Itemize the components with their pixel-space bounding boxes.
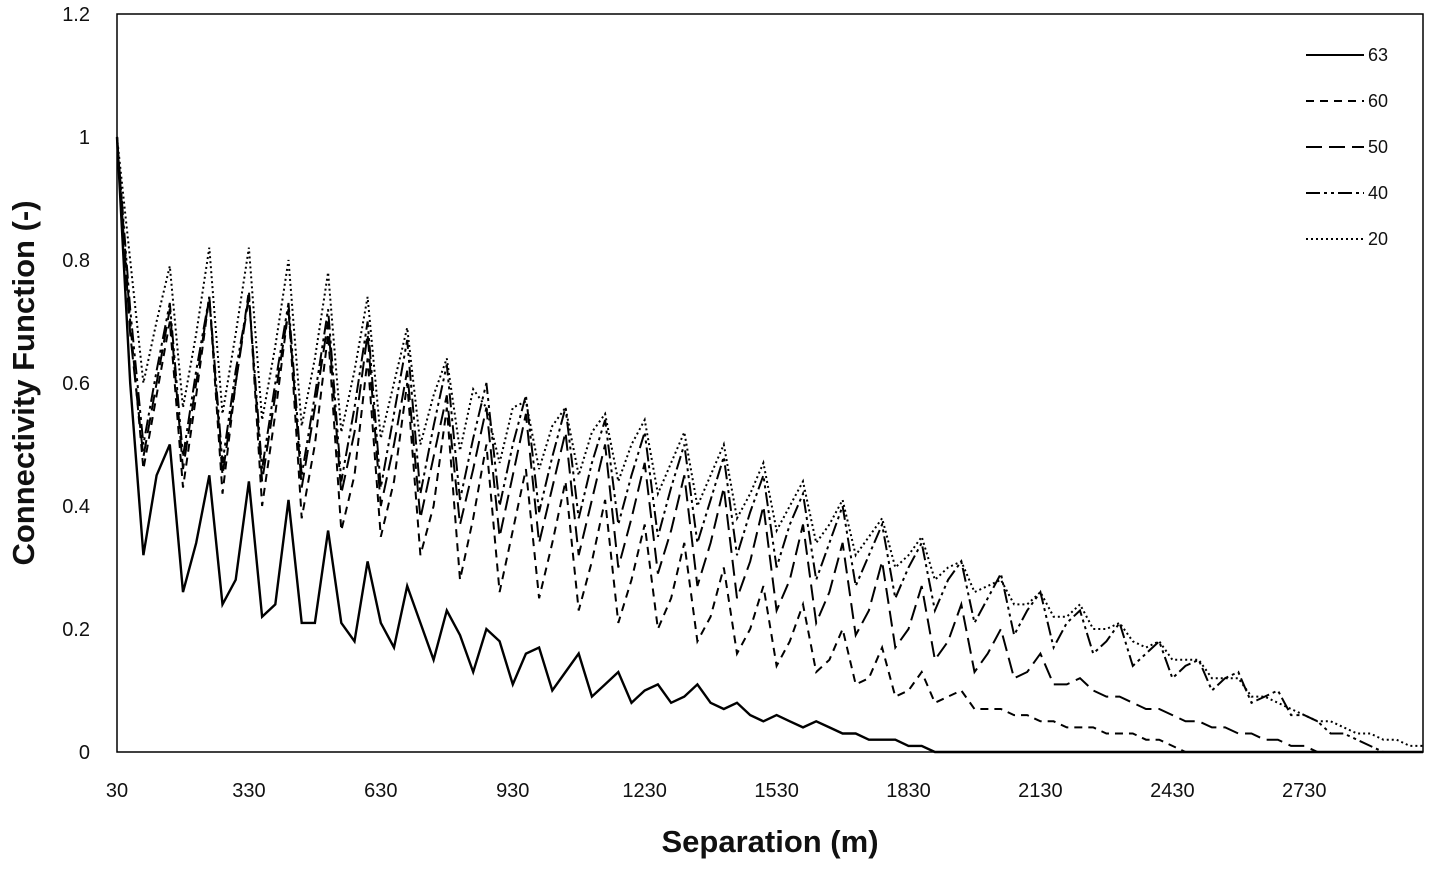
x-tick-label: 1230 (622, 780, 667, 802)
x-tick-label: 1830 (886, 780, 931, 802)
legend-label-50: 50 (1368, 137, 1388, 157)
series-line-40 (116, 136, 1423, 753)
x-tick-label: 1530 (754, 780, 799, 802)
y-tick-label: 0 (79, 742, 90, 764)
y-tick-label: 0.8 (62, 250, 90, 272)
series-line-50 (116, 136, 1423, 753)
x-tick-label: 2730 (1282, 780, 1327, 802)
series-line-20 (116, 136, 1423, 747)
series-lines (115, 136, 1423, 754)
x-tick-label: 630 (364, 780, 397, 802)
x-axis-title: Separation (m) (661, 824, 878, 859)
plot-area-frame (116, 13, 1424, 753)
legend-label-60: 60 (1368, 91, 1388, 111)
y-tick-label: 0.4 (62, 496, 90, 518)
legend: 63 60 50 40 20 (1306, 45, 1388, 249)
y-tick-label: 0.2 (62, 619, 90, 641)
y-tick-label: 0.6 (62, 373, 90, 395)
y-tick-label: 1.2 (62, 4, 90, 26)
y-tick-label: 1 (79, 127, 90, 149)
x-tick-label: 30 (106, 780, 128, 802)
x-tick-label: 2130 (1018, 780, 1063, 802)
x-tick-label: 2430 (1150, 780, 1195, 802)
x-axis-ticks: 30 330 630 930 1230 1530 1830 2130 2430 2730 (106, 780, 1327, 802)
y-axis-ticks: 0 0.2 0.4 0.6 0.8 1 1.2 (62, 4, 90, 764)
x-tick-label: 930 (496, 780, 529, 802)
y-axis-title: Connectivity Function (-) (6, 200, 41, 565)
legend-label-20: 20 (1368, 229, 1388, 249)
series-line-60 (116, 136, 1423, 753)
legend-label-63: 63 (1368, 45, 1388, 65)
legend-label-40: 40 (1368, 183, 1388, 203)
x-tick-label: 330 (232, 780, 265, 802)
series-line-63 (115, 136, 1423, 754)
